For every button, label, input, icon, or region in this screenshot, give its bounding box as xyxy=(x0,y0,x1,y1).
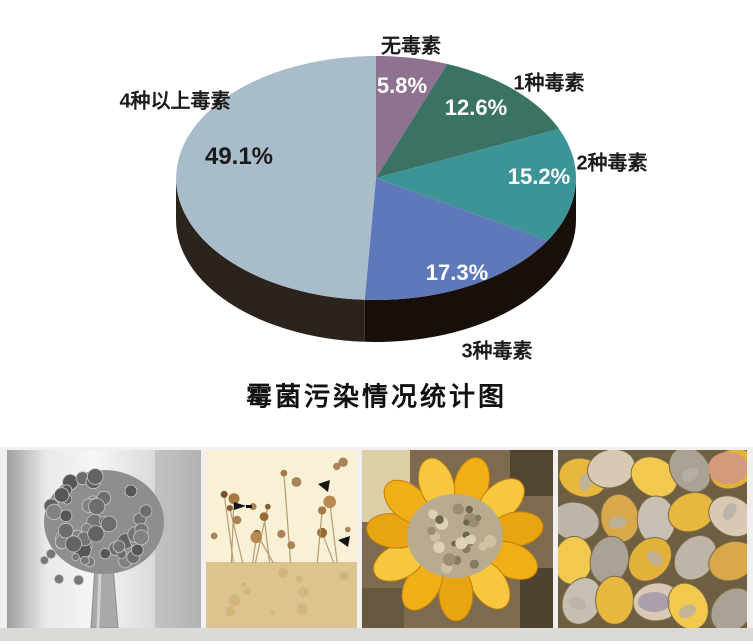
pie-slice-2 xyxy=(376,128,577,241)
pie-slice-4 xyxy=(176,56,376,300)
slice-label-no-toxin: 无毒素 xyxy=(381,35,441,58)
corn-kernel-ring xyxy=(366,457,544,622)
pink-kernel xyxy=(708,452,747,484)
pie-side-right xyxy=(364,178,576,342)
slice-percent-1-toxin: 12.6% xyxy=(444,95,508,120)
photo-moldy-corn-kernels xyxy=(558,450,747,628)
slice-percent-2-toxins: 15.2% xyxy=(507,164,571,189)
spore-stalks xyxy=(210,457,351,617)
mold-speckles xyxy=(427,503,497,574)
arrow-marker-icon xyxy=(318,480,330,492)
arrow-marker-icon xyxy=(234,502,252,510)
pie-side-left xyxy=(176,178,365,342)
photo-mold-spores-light-micrograph xyxy=(206,450,357,628)
photo-strip xyxy=(0,447,753,641)
slice-percent-3-toxins: 17.3% xyxy=(425,260,489,285)
photo-moldy-corn-cob xyxy=(362,450,553,628)
pie-3d-svg xyxy=(176,56,577,342)
chart-title: 霉菌污染情况统计图 xyxy=(245,381,507,412)
slice-label-4plus-toxins: 4种以上毒素 xyxy=(119,90,231,113)
slice-percent-4plus-toxins: 49.1% xyxy=(204,143,274,170)
slice-percent-no-toxin: 5.8% xyxy=(376,73,428,98)
slice-label-2-toxins: 2种毒素 xyxy=(576,152,648,175)
pie-slice-3 xyxy=(364,178,548,300)
mold-spore-cluster xyxy=(39,468,153,586)
slice-label-3-toxins: 3种毒素 xyxy=(461,340,533,363)
pie-slice-0 xyxy=(376,56,448,178)
bottom-gray-bar xyxy=(0,628,753,641)
pie-slice-1 xyxy=(376,64,560,178)
pie-chart: 无毒素 1种毒素 2种毒素 3种毒素 4种以上毒素 5.8% 12.6% 15.… xyxy=(119,35,648,412)
photo-aspergillus-sem-micrograph xyxy=(7,450,201,628)
arrow-marker-icon xyxy=(338,536,350,547)
slice-label-1-toxin: 1种毒素 xyxy=(513,72,585,95)
